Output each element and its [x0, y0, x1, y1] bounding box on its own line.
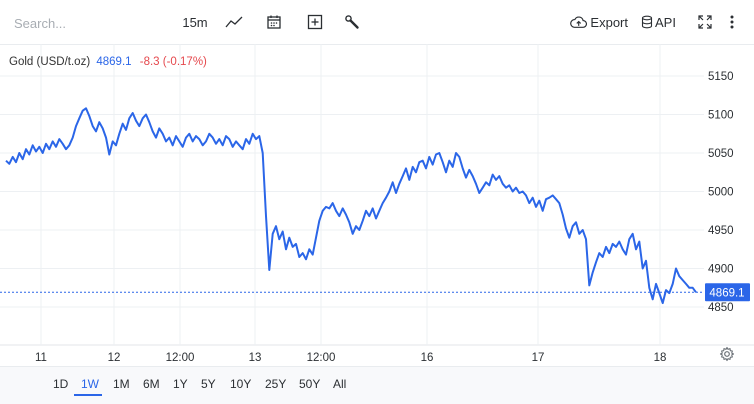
export-button[interactable]: Export: [570, 10, 628, 34]
period-1m[interactable]: 1M: [113, 377, 130, 391]
chart-settings-button[interactable]: [719, 346, 737, 364]
x-tick-label: 12:00: [307, 352, 336, 364]
x-tick-label: 13: [249, 352, 262, 364]
more-vert-icon: [730, 15, 734, 29]
y-tick-label: 4950: [708, 225, 734, 237]
fullscreen-icon: [698, 15, 712, 29]
legend-last-price: 4869.1: [96, 56, 132, 68]
more-button[interactable]: [724, 10, 740, 34]
calendar-button[interactable]: [263, 10, 285, 34]
active-period-indicator: [74, 394, 102, 396]
gold-price-line: [5, 107, 697, 305]
period-1w[interactable]: 1W: [81, 377, 99, 391]
tools-button[interactable]: [341, 10, 363, 34]
x-tick-label: 18: [654, 352, 667, 364]
y-tick-label: 5100: [708, 110, 734, 122]
tools-icon: [345, 15, 359, 29]
fullscreen-button[interactable]: [694, 10, 716, 34]
current-price-tag: [705, 283, 750, 302]
period-25y[interactable]: 25Y: [265, 377, 287, 391]
legend-symbol: Gold (USD/t.oz): [9, 56, 91, 68]
period-1d[interactable]: 1D: [53, 377, 69, 391]
x-tick-label: 12: [108, 352, 121, 364]
chart-legend: Gold (USD/t.oz) 4869.1 -8.3 (-0.17%): [9, 56, 207, 68]
api-button[interactable]: API: [641, 10, 679, 34]
interval-selector[interactable]: 15m: [181, 10, 209, 34]
toolbar: 15m Ex: [0, 0, 754, 45]
y-tick-label: 4850: [708, 302, 734, 314]
calendar-icon: [267, 15, 281, 29]
add-indicator-icon: [307, 14, 323, 30]
export-label: Export: [590, 14, 628, 30]
api-label: API: [655, 14, 676, 30]
y-tick-label: 5150: [708, 71, 734, 83]
chart-type-button[interactable]: [222, 10, 246, 34]
cloud-export-icon: [570, 16, 587, 28]
price-chart[interactable]: 5150 5100 5050 5000 4950 4900 4850 11 12 12:00 13…: [0, 0, 754, 366]
period-5y[interactable]: 5Y: [201, 377, 216, 391]
x-tick-label: 17: [532, 352, 545, 364]
legend-change: -8.3 (-0.17%): [139, 56, 207, 68]
y-tick-label: 4900: [708, 264, 734, 276]
add-indicator-button[interactable]: [304, 10, 326, 34]
period-selector: 1D 1W 1M 6M 1Y 5Y 10Y 25Y 50Y All: [0, 366, 754, 404]
period-6m[interactable]: 6M: [143, 377, 160, 391]
y-axis: 5150 5100 5050 5000 4950 4900 4850: [708, 71, 734, 314]
period-1y[interactable]: 1Y: [173, 377, 188, 391]
search-input[interactable]: [6, 8, 166, 38]
period-10y[interactable]: 10Y: [230, 377, 252, 391]
period-50y[interactable]: 50Y: [299, 377, 321, 391]
x-tick-label: 11: [35, 352, 47, 364]
y-tick-label: 5050: [708, 148, 734, 160]
database-icon: [641, 15, 653, 29]
gear-icon: [719, 346, 735, 362]
x-tick-label: 12:00: [166, 352, 195, 364]
interval-label: 15m: [182, 14, 208, 30]
period-all[interactable]: All: [333, 377, 347, 391]
x-axis: 11 12 12:00 13 12:00 16 17 18: [35, 352, 666, 364]
x-tick-label: 16: [421, 352, 434, 364]
chart-type-icon: [225, 16, 243, 28]
y-tick-label: 5000: [708, 187, 734, 199]
current-price-label: 4869.1: [709, 287, 744, 299]
chart-grid: [0, 44, 754, 346]
